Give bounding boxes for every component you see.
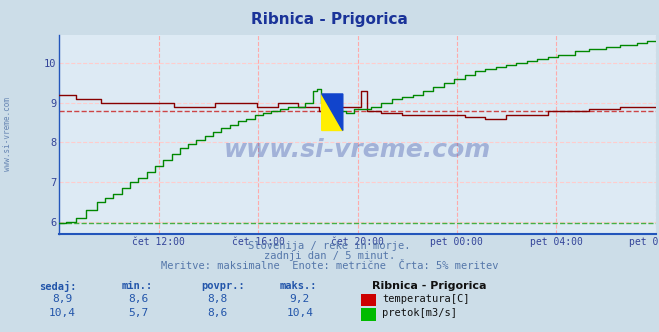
Text: 10,4: 10,4 xyxy=(287,308,313,318)
Text: pretok[m3/s]: pretok[m3/s] xyxy=(382,308,457,318)
Text: 9,2: 9,2 xyxy=(290,294,310,304)
Text: zadnji dan / 5 minut.: zadnji dan / 5 minut. xyxy=(264,251,395,261)
Text: 5,7: 5,7 xyxy=(129,308,148,318)
Text: www.si-vreme.com: www.si-vreme.com xyxy=(3,98,13,171)
Text: 8,6: 8,6 xyxy=(208,308,227,318)
Text: maks.:: maks.: xyxy=(280,281,318,290)
Text: 10,4: 10,4 xyxy=(49,308,76,318)
Text: Ribnica - Prigorica: Ribnica - Prigorica xyxy=(372,281,487,290)
Text: sedaj:: sedaj: xyxy=(40,281,77,291)
Text: 8,9: 8,9 xyxy=(53,294,72,304)
Text: Meritve: maksimalne  Enote: metrične  Črta: 5% meritev: Meritve: maksimalne Enote: metrične Črta… xyxy=(161,261,498,271)
Text: 8,6: 8,6 xyxy=(129,294,148,304)
Text: 8,8: 8,8 xyxy=(208,294,227,304)
Text: Slovenija / reke in morje.: Slovenija / reke in morje. xyxy=(248,241,411,251)
Text: temperatura[C]: temperatura[C] xyxy=(382,294,470,304)
Text: povpr.:: povpr.: xyxy=(201,281,244,290)
Text: www.si-vreme.com: www.si-vreme.com xyxy=(224,138,491,162)
Text: Ribnica - Prigorica: Ribnica - Prigorica xyxy=(251,12,408,27)
Text: min.:: min.: xyxy=(122,281,153,290)
